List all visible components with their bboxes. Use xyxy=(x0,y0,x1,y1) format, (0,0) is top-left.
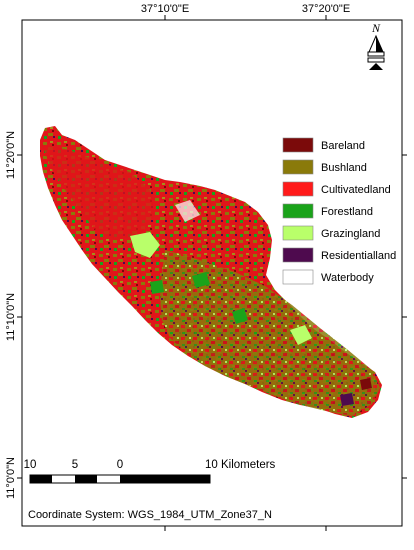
legend-label-residentialland: Residentialland xyxy=(321,250,396,262)
legend-swatch-cultivatedland xyxy=(282,181,314,197)
legend-swatch-bareland xyxy=(282,137,314,153)
legend-label-bareland: Bareland xyxy=(321,140,365,152)
scale-bar: 10 5 0 10 Kilometers xyxy=(24,459,276,484)
legend-label-grazingland: Grazingland xyxy=(321,228,380,240)
left-coordinate-2: 11°10'0"N xyxy=(5,293,17,341)
top-coordinate-1: 37°10'0"E xyxy=(141,3,189,15)
watershed-landuse-area xyxy=(40,126,382,418)
north-arrow-label: N xyxy=(371,21,381,35)
scale-label-10-km: 10 Kilometers xyxy=(205,459,276,471)
north-arrow-icon: N xyxy=(367,21,385,70)
legend-label-forestland: Forestland xyxy=(321,206,373,218)
legend-label-bushland: Bushland xyxy=(321,162,367,174)
scale-label-10-left: 10 xyxy=(24,459,37,471)
left-coordinate-1: 11°20'0"N xyxy=(5,131,17,179)
legend: Bareland Bushland Cultivatedland Forestland… xyxy=(282,137,396,285)
legend-swatch-waterbody xyxy=(282,269,314,285)
legend-label-waterbody: Waterbody xyxy=(321,272,374,284)
legend-swatch-forestland xyxy=(282,203,314,219)
legend-label-cultivatedland: Cultivatedland xyxy=(321,184,391,196)
top-coordinate-2: 37°20'0"E xyxy=(302,3,350,15)
legend-swatch-residentialland xyxy=(282,247,314,263)
scale-label-5: 5 xyxy=(72,459,78,471)
legend-swatch-grazingland xyxy=(282,225,314,241)
coordinate-system-label: Coordinate System: WGS_1984_UTM_Zone37_N xyxy=(28,509,272,521)
left-coordinate-3: 11°0'0"N xyxy=(5,457,17,499)
legend-swatch-bushland xyxy=(282,159,314,175)
scale-label-0: 0 xyxy=(117,459,123,471)
